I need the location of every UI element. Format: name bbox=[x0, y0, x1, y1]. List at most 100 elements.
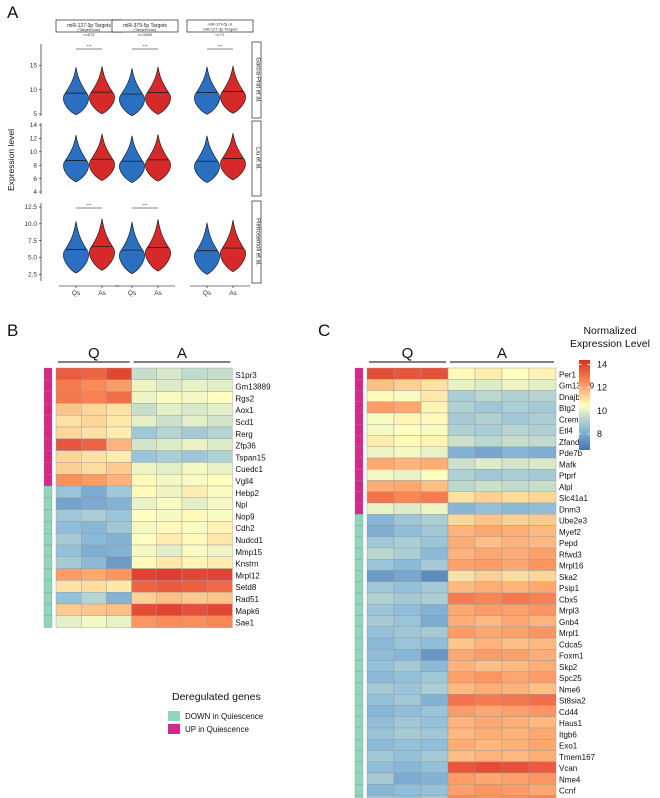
heatmap-cell bbox=[501, 412, 530, 425]
heatmap-cell bbox=[420, 379, 449, 391]
gene-label: Gm13889 bbox=[559, 382, 595, 391]
heatmap-cell bbox=[80, 568, 107, 581]
heatmap-cell bbox=[131, 544, 158, 558]
heatmap-cell bbox=[156, 403, 183, 416]
heatmap-cell bbox=[55, 450, 82, 463]
heatmap-cell bbox=[366, 795, 395, 798]
heatmap-cell bbox=[206, 450, 233, 463]
heatmap-cell bbox=[474, 581, 503, 594]
gene-label: Btg2 bbox=[559, 404, 576, 413]
column-strip-title: miR-379-5p & bbox=[208, 22, 233, 27]
gene-label: St8sia2 bbox=[559, 697, 586, 706]
color-scale-tick-label: 10 bbox=[597, 406, 607, 416]
heatmap-cell bbox=[156, 474, 183, 487]
heatmap-cell bbox=[447, 379, 476, 391]
gene-label: Gm13889 bbox=[235, 383, 271, 392]
gene-group-down-cell bbox=[354, 739, 364, 751]
violin-quiescent bbox=[194, 66, 220, 115]
heatmap-cell bbox=[55, 580, 82, 593]
heatmap-cell bbox=[393, 626, 422, 639]
gene-group-up-cell bbox=[43, 474, 53, 487]
heatmap-cell bbox=[420, 570, 449, 582]
heatmap-cell bbox=[366, 367, 395, 380]
heatmap-cell bbox=[366, 502, 395, 515]
heatmap-cell bbox=[393, 750, 422, 762]
heatmap-cell bbox=[55, 462, 82, 475]
heatmap-cell bbox=[528, 581, 557, 594]
heatmap-cell bbox=[393, 739, 422, 751]
heatmap-cell bbox=[474, 457, 503, 470]
gene-label: Tspan15 bbox=[235, 453, 266, 462]
y-tick-label: 10.0 bbox=[24, 221, 37, 228]
significance-label: *** bbox=[218, 44, 223, 49]
heatmap-cell bbox=[528, 401, 557, 414]
gene-label: Cd44 bbox=[559, 708, 579, 717]
heatmap-cell bbox=[528, 502, 557, 515]
heatmap-cell bbox=[420, 446, 449, 459]
heatmap-cell bbox=[156, 568, 183, 581]
heatmap-cell bbox=[393, 604, 422, 616]
gene-group-down-cell bbox=[354, 705, 364, 717]
heatmap-cell bbox=[528, 491, 557, 504]
heatmap-cell bbox=[80, 485, 107, 499]
heatmap-cell bbox=[366, 514, 395, 526]
gene-label: Zfand5 bbox=[559, 438, 584, 447]
heatmap-cell bbox=[156, 485, 183, 499]
heatmap-cell bbox=[528, 705, 557, 717]
heatmap-cell bbox=[528, 716, 557, 729]
heatmap-cell bbox=[474, 424, 503, 436]
gene-group-down-cell bbox=[354, 581, 364, 594]
heatmap-cell bbox=[501, 604, 530, 616]
heatmap-cell bbox=[206, 580, 233, 593]
y-tick-label: 5 bbox=[33, 111, 37, 118]
gene-label: Zfp36 bbox=[235, 442, 256, 451]
heatmap-cell bbox=[80, 403, 107, 416]
heatmap-cell bbox=[447, 514, 476, 526]
heatmap-cell bbox=[501, 784, 530, 796]
gene-group-down-cell bbox=[354, 750, 364, 762]
heatmap-cell bbox=[393, 671, 422, 684]
heatmap-cell bbox=[420, 367, 449, 380]
gene-group-up-cell bbox=[43, 462, 53, 475]
heatmap-cell bbox=[366, 784, 395, 796]
row-strip-box bbox=[251, 41, 262, 119]
heatmap-cell bbox=[156, 497, 183, 510]
heatmap-cell bbox=[366, 750, 395, 762]
gene-label: Npl bbox=[235, 501, 247, 510]
color-scale-tick-label: 12 bbox=[597, 383, 607, 393]
heatmap-cell bbox=[80, 497, 107, 510]
heatmap-cell bbox=[393, 547, 422, 560]
heatmap-cell bbox=[106, 367, 132, 381]
legend-title: Deregulated genes bbox=[172, 691, 261, 703]
gene-group-down-cell bbox=[354, 660, 364, 672]
heatmap-cell bbox=[528, 412, 557, 425]
gene-group-down-cell bbox=[354, 727, 364, 740]
violin-active bbox=[89, 133, 115, 181]
heatmap-cell bbox=[420, 536, 449, 549]
heatmap-cell bbox=[528, 682, 557, 695]
heatmap-cell bbox=[474, 727, 503, 740]
heatmap-cell bbox=[366, 727, 395, 740]
heatmap-cell bbox=[501, 547, 530, 560]
gene-label: Alpl bbox=[559, 483, 573, 492]
heatmap-cell bbox=[474, 379, 503, 391]
heatmap-cell bbox=[447, 671, 476, 684]
gene-label: Cdh2 bbox=[235, 524, 255, 533]
gene-group-down-cell bbox=[354, 716, 364, 729]
gene-group-up-cell bbox=[43, 426, 53, 439]
heatmap-cell bbox=[80, 474, 107, 487]
heatmap-cell bbox=[55, 391, 82, 404]
heatmap-cell bbox=[181, 426, 208, 440]
heatmap-cell bbox=[393, 536, 422, 549]
heatmap-cell bbox=[206, 568, 233, 581]
violin-active bbox=[145, 66, 171, 115]
heatmap-cell bbox=[447, 525, 476, 537]
heatmap-cell bbox=[393, 435, 422, 447]
gene-group-down-cell bbox=[43, 556, 53, 569]
heatmap-cell bbox=[106, 556, 132, 569]
heatmap-cell bbox=[156, 509, 183, 522]
heatmap-cell bbox=[366, 480, 395, 492]
heatmap-cell bbox=[206, 615, 233, 628]
heatmap-cell bbox=[420, 480, 449, 492]
heatmap-cell bbox=[181, 462, 208, 475]
